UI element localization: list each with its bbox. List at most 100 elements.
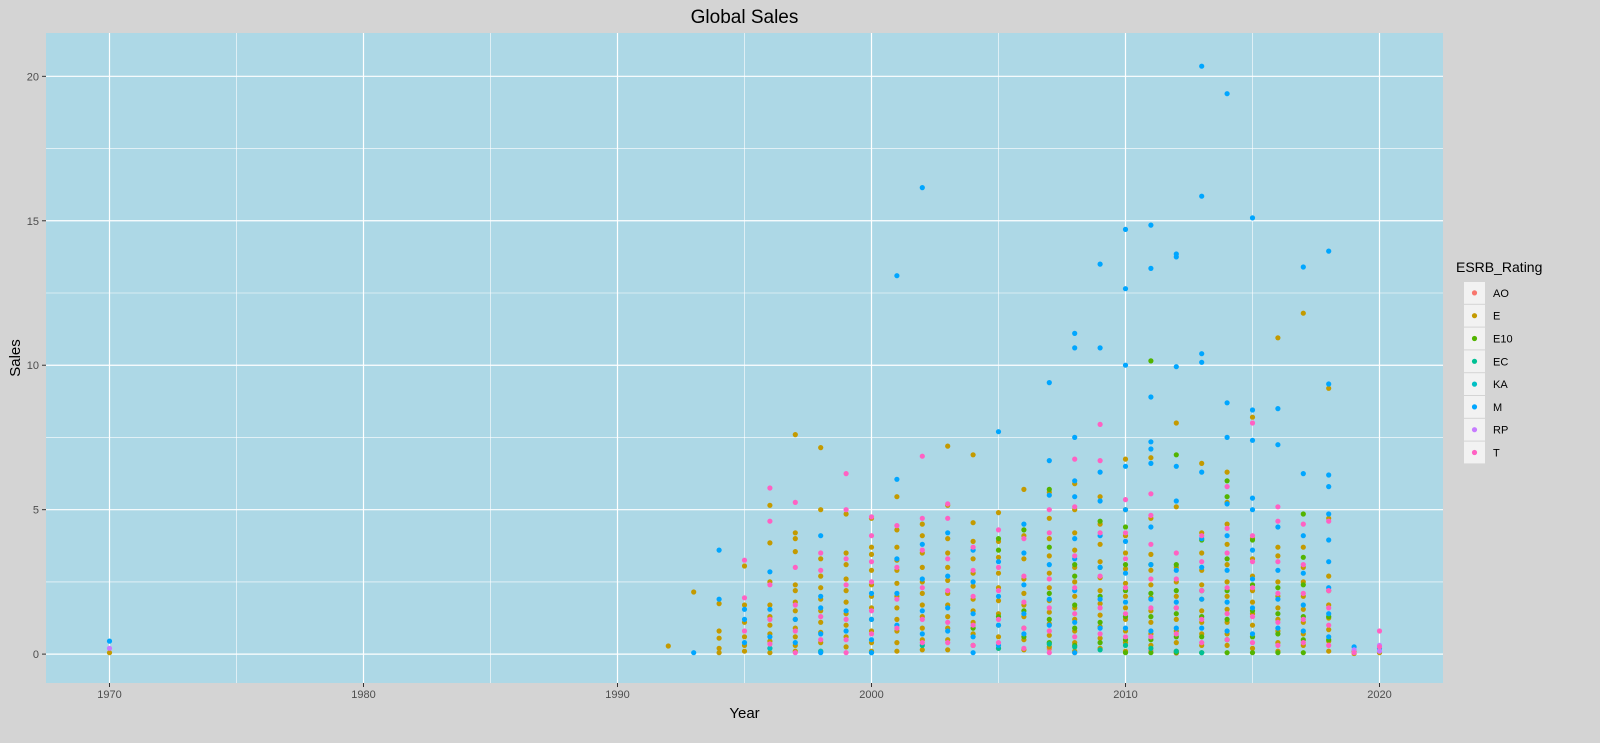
point-t [1249, 533, 1256, 539]
point-e10 [1046, 544, 1052, 550]
y-tick-label: 10 [27, 360, 39, 372]
point-e10 [1046, 590, 1052, 597]
point-t [1351, 650, 1357, 656]
point-m [868, 590, 875, 597]
point-e [894, 640, 900, 646]
point-m [1326, 484, 1332, 490]
point-e [1199, 582, 1205, 588]
point-t [1300, 616, 1306, 623]
point-t [1148, 541, 1154, 547]
point-e [868, 551, 875, 558]
point-t [1097, 631, 1103, 637]
point-t [945, 640, 951, 646]
point-m [1046, 380, 1052, 386]
point-t [1021, 573, 1027, 579]
point-m [1326, 381, 1332, 387]
legend-title: ESRB_Rating [1456, 259, 1542, 275]
point-t [1148, 491, 1154, 497]
point-e [792, 536, 798, 542]
point-t [1326, 518, 1332, 524]
point-m [1275, 406, 1281, 412]
point-e [1046, 570, 1052, 576]
point-t [868, 514, 875, 520]
point-e [1173, 420, 1179, 426]
point-t [741, 595, 748, 601]
point-e10 [1072, 562, 1078, 568]
point-m [716, 547, 722, 553]
point-m [818, 533, 824, 539]
point-e10 [1072, 573, 1078, 579]
point-e [970, 556, 976, 562]
point-e [741, 634, 748, 640]
point-m [1173, 567, 1179, 573]
point-t [995, 616, 1002, 623]
point-e [691, 589, 697, 595]
point-m [1072, 536, 1078, 542]
point-m [1300, 533, 1306, 539]
point-m [970, 579, 976, 585]
legend-label-ec: EC [1493, 356, 1508, 368]
point-m [1148, 446, 1154, 452]
point-e [1224, 562, 1230, 568]
point-rp [106, 645, 113, 651]
point-t [818, 550, 824, 556]
point-m [1224, 400, 1230, 406]
point-e [1326, 627, 1332, 633]
point-e10 [1122, 524, 1129, 530]
point-e10 [1300, 650, 1306, 656]
point-e [1097, 494, 1103, 500]
point-t [1148, 605, 1154, 611]
point-e [1249, 414, 1256, 420]
point-e [945, 647, 951, 653]
point-t [843, 507, 849, 513]
point-m [843, 608, 849, 614]
point-m [919, 631, 925, 637]
point-e [1249, 645, 1256, 651]
point-e [843, 562, 849, 568]
point-m [1122, 286, 1129, 292]
legend-label-e10: E10 [1493, 334, 1513, 346]
point-m [843, 628, 849, 634]
point-e10 [1199, 634, 1205, 640]
point-m [1097, 469, 1103, 475]
legend-key-m [1471, 404, 1478, 410]
point-e [945, 536, 951, 542]
point-e [1122, 456, 1129, 462]
point-t [1224, 484, 1230, 490]
point-e [1021, 556, 1027, 562]
point-e [1300, 310, 1306, 316]
point-m [1097, 345, 1103, 351]
point-ec [1148, 645, 1154, 651]
point-e [919, 564, 925, 571]
legend: ESRB_Rating AO E E10 EC KA M RP T [1456, 259, 1542, 464]
point-m [1072, 330, 1078, 336]
point-e [970, 538, 976, 545]
point-e [1224, 541, 1230, 547]
point-e [1224, 606, 1230, 612]
point-t [919, 585, 925, 591]
legend-label-ao: AO [1493, 288, 1509, 300]
point-t [970, 593, 976, 599]
point-e [1148, 619, 1154, 625]
point-e [843, 599, 849, 605]
point-m [767, 634, 773, 640]
point-e10 [1224, 556, 1230, 562]
point-m [1173, 254, 1179, 260]
point-m [1072, 494, 1078, 500]
point-t [843, 582, 849, 588]
point-e [970, 452, 976, 458]
point-ka [767, 645, 773, 651]
point-m [1300, 628, 1306, 634]
point-m [1300, 570, 1306, 576]
point-e [1300, 606, 1306, 612]
point-m [818, 593, 824, 599]
point-t [1072, 504, 1078, 510]
point-t [1122, 634, 1129, 640]
point-m [1122, 362, 1129, 368]
point-e [894, 494, 900, 500]
point-t [945, 556, 951, 562]
y-tick-label: 5 [33, 505, 39, 517]
point-e [995, 598, 1002, 604]
point-t [1326, 588, 1332, 594]
point-t [1072, 553, 1078, 559]
